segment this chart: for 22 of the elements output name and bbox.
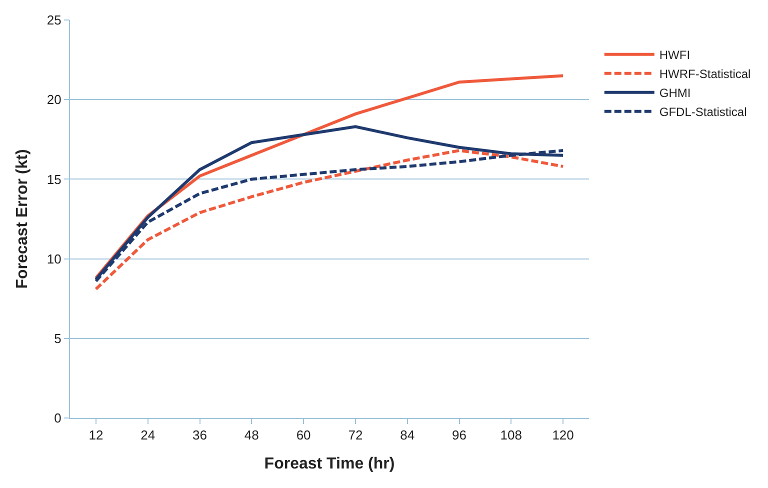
x-tick-label: 120	[552, 428, 574, 443]
y-tick-label: 20	[46, 92, 62, 108]
x-axis-title: Foreast Time (hr)	[264, 455, 395, 472]
legend-label: GHMI	[659, 86, 691, 100]
x-tick-label: 72	[348, 428, 363, 443]
x-tick-label: 96	[452, 428, 466, 443]
legend-label: HWFI	[659, 48, 690, 62]
x-tick-label: 108	[500, 428, 522, 443]
legend-label: HWRF-Statistical	[659, 67, 751, 82]
y-axis-title: Forecast Error (kt)	[14, 149, 31, 289]
x-tick-label: 48	[244, 428, 259, 443]
legend-label: GFDL-Statistical	[659, 105, 747, 120]
x-tick-label: 60	[296, 428, 311, 443]
y-tick-label: 25	[46, 12, 62, 28]
y-tick-label: 15	[46, 172, 62, 187]
y-tick-label: 0	[54, 410, 62, 426]
x-tick-label: 24	[140, 428, 156, 443]
x-tick-label: 12	[88, 428, 104, 443]
x-tick-label: 36	[192, 428, 207, 443]
y-tick-label: 5	[54, 330, 62, 346]
y-tick-label: 10	[46, 251, 62, 266]
x-tick-label: 84	[400, 428, 415, 443]
